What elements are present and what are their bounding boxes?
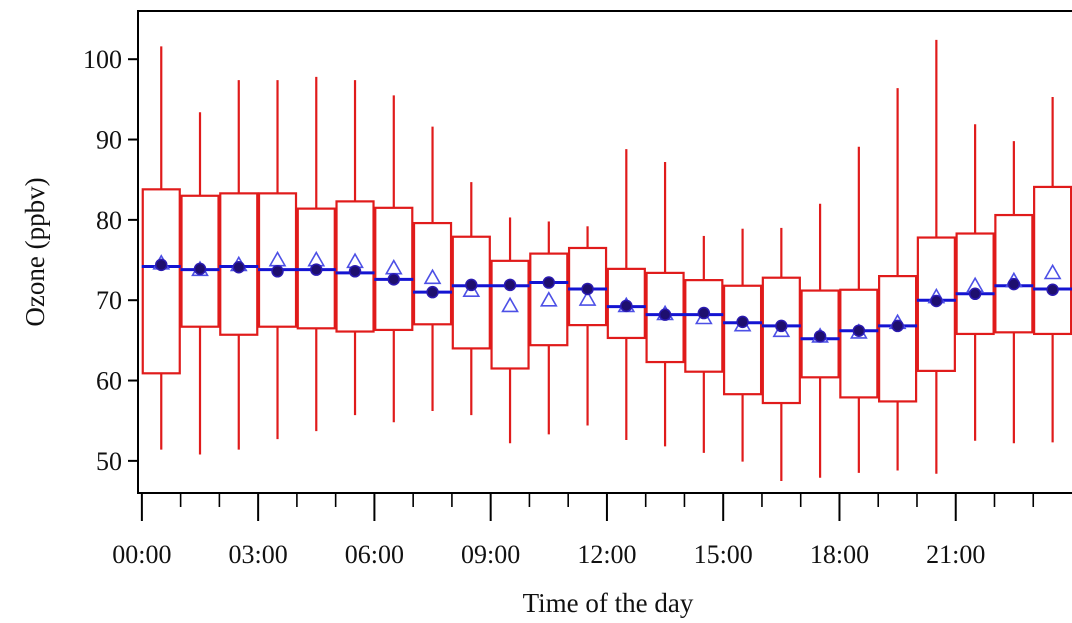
box-iqr [257,192,298,328]
box-iqr [1033,185,1072,336]
box-iqr [645,271,685,364]
box-22 [994,141,1034,444]
mean-point [658,308,672,321]
mean-point [813,330,827,343]
mean-point [542,276,556,289]
box-iqr [722,284,763,396]
box-iqr [219,192,259,336]
box-iqr [374,206,414,332]
box-0 [141,46,181,450]
box-iqr [490,259,530,370]
x-tick-label: 12:00 [577,540,636,569]
x-tick-label: 09:00 [461,540,520,569]
box-iqr [994,213,1034,334]
box-iqr [955,232,995,336]
box-15 [722,228,763,462]
box-iqr [180,194,220,328]
box-19 [878,88,918,471]
mean-point [503,278,517,292]
mean-point [155,258,168,272]
box-20 [916,39,956,474]
y-tick-label: 60 [96,367,122,396]
mean-point [891,319,904,333]
mean-point [620,299,633,313]
box-iqr [335,200,375,333]
box-iqr [916,236,956,372]
y-tick-label: 90 [96,126,122,155]
mean-point [426,285,439,299]
plot-area [137,10,1072,494]
x-tick-label: 00:00 [112,540,171,569]
triangle-point [539,291,558,307]
mean-point [348,265,362,278]
box-iqr [529,252,569,347]
mean-point [1046,283,1059,297]
mean-point [968,287,982,301]
x-tick-label: 06:00 [345,540,404,569]
x-tick-label: 03:00 [229,540,288,569]
y-tick-label: 80 [96,206,122,235]
mean-point [697,306,711,320]
box-1 [180,112,220,455]
triangle-point [384,258,403,275]
box-series [141,39,1072,481]
box-6 [374,95,414,423]
mean-point [581,282,594,296]
box-iqr [761,276,801,405]
mean-point [775,319,788,333]
triangle-point [501,296,519,313]
triangle-point [1043,263,1062,280]
y-tick-label: 50 [96,447,122,476]
x-tick-label: 15:00 [694,540,753,569]
box-10 [529,221,569,435]
mean-point [271,265,284,278]
box-23 [1033,96,1072,443]
box-5 [335,80,375,416]
mean-series [155,258,1059,343]
mean-point [736,315,749,329]
box-8 [451,182,491,416]
box-iqr [567,246,608,327]
mean-point [852,324,866,337]
x-axis: 00:00 03:00 06:00 09:00 12:00 15:00 18:00 21:00 [112,493,1035,569]
box-18 [839,146,879,473]
mean-point [310,263,323,276]
box-iqr [839,288,879,399]
y-axis-title: Ozone (ppbv) [20,177,50,326]
box-13 [645,162,685,447]
box-14 [684,235,724,453]
triangle-point [268,250,287,267]
box-iqr [141,188,181,375]
y-tick-label: 100 [83,45,122,74]
mean-point [930,294,943,308]
box-3 [257,80,298,440]
y-tick-label: 70 [96,286,122,315]
mean-point [387,273,401,286]
triangle-point [423,268,442,285]
box-21 [955,124,995,441]
triangle-point [578,290,597,306]
box-iqr [684,279,724,373]
mean-point [232,261,246,274]
box-iqr [800,289,840,379]
mean-point [465,278,478,292]
box-iqr [606,267,646,340]
box-11 [567,226,608,426]
mean-point [1007,277,1021,291]
x-axis-title: Time of the day [523,588,694,618]
y-axis: 50 60 70 80 90 100 [83,45,138,476]
box-16 [761,227,801,481]
x-tick-label: 21:00 [926,540,985,569]
box-9 [490,217,530,444]
box-12 [606,149,646,440]
x-tick-label: 18:00 [810,540,869,569]
box-iqr [412,221,453,326]
mean-point [193,262,207,276]
box-iqr [451,235,491,350]
box-iqr [878,275,918,403]
